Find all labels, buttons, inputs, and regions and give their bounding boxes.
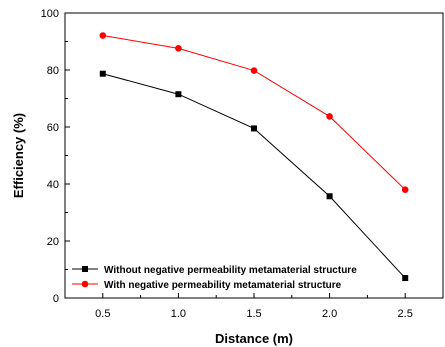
- data-point-square: [99, 70, 106, 77]
- data-point-circle: [99, 32, 107, 39]
- legend: Without negative permeability metamateri…: [72, 265, 357, 291]
- series-line-2: [102, 35, 406, 191]
- series-line-1: [102, 73, 406, 279]
- y-tick-label: 100: [41, 8, 59, 20]
- y-tick-label: 0: [53, 293, 59, 305]
- legend-label-2: With negative permeability metamaterial …: [104, 280, 342, 291]
- x-tick-label: 2.5: [398, 308, 413, 320]
- data-point-square: [251, 125, 257, 132]
- data-point-square: [175, 91, 182, 98]
- axes: 0 20 40 60 80 100 0.5 1.0 1.5 2.0 2.5 Distance (m) E…: [11, 8, 444, 346]
- legend-marker-square: [82, 266, 88, 272]
- legend-marker-circle: [81, 280, 89, 288]
- x-axis-title: Distance (m): [215, 331, 293, 346]
- x-tick-label: 1.5: [246, 308, 261, 320]
- x-tick-label: 2.0: [322, 308, 337, 320]
- data-point-square: [402, 275, 409, 282]
- x-tick-label: 0.5: [95, 308, 110, 320]
- y-tick-label: 60: [47, 122, 59, 134]
- data-point-circle: [326, 113, 333, 120]
- data-point-circle: [175, 45, 182, 52]
- y-axis-title: Efficiency (%): [11, 113, 26, 198]
- plot-area: [99, 32, 409, 282]
- legend-label-1: Without negative permeability metamateri…: [104, 265, 357, 276]
- data-point-circle: [401, 186, 409, 193]
- y-tick-label: 20: [47, 236, 59, 248]
- plot-frame: [64, 12, 444, 299]
- y-tick-label: 40: [47, 179, 59, 191]
- y-tick-label: 80: [47, 65, 59, 77]
- data-point-square: [326, 193, 333, 200]
- x-tick-label: 1.0: [171, 308, 186, 320]
- data-point-circle: [250, 67, 258, 74]
